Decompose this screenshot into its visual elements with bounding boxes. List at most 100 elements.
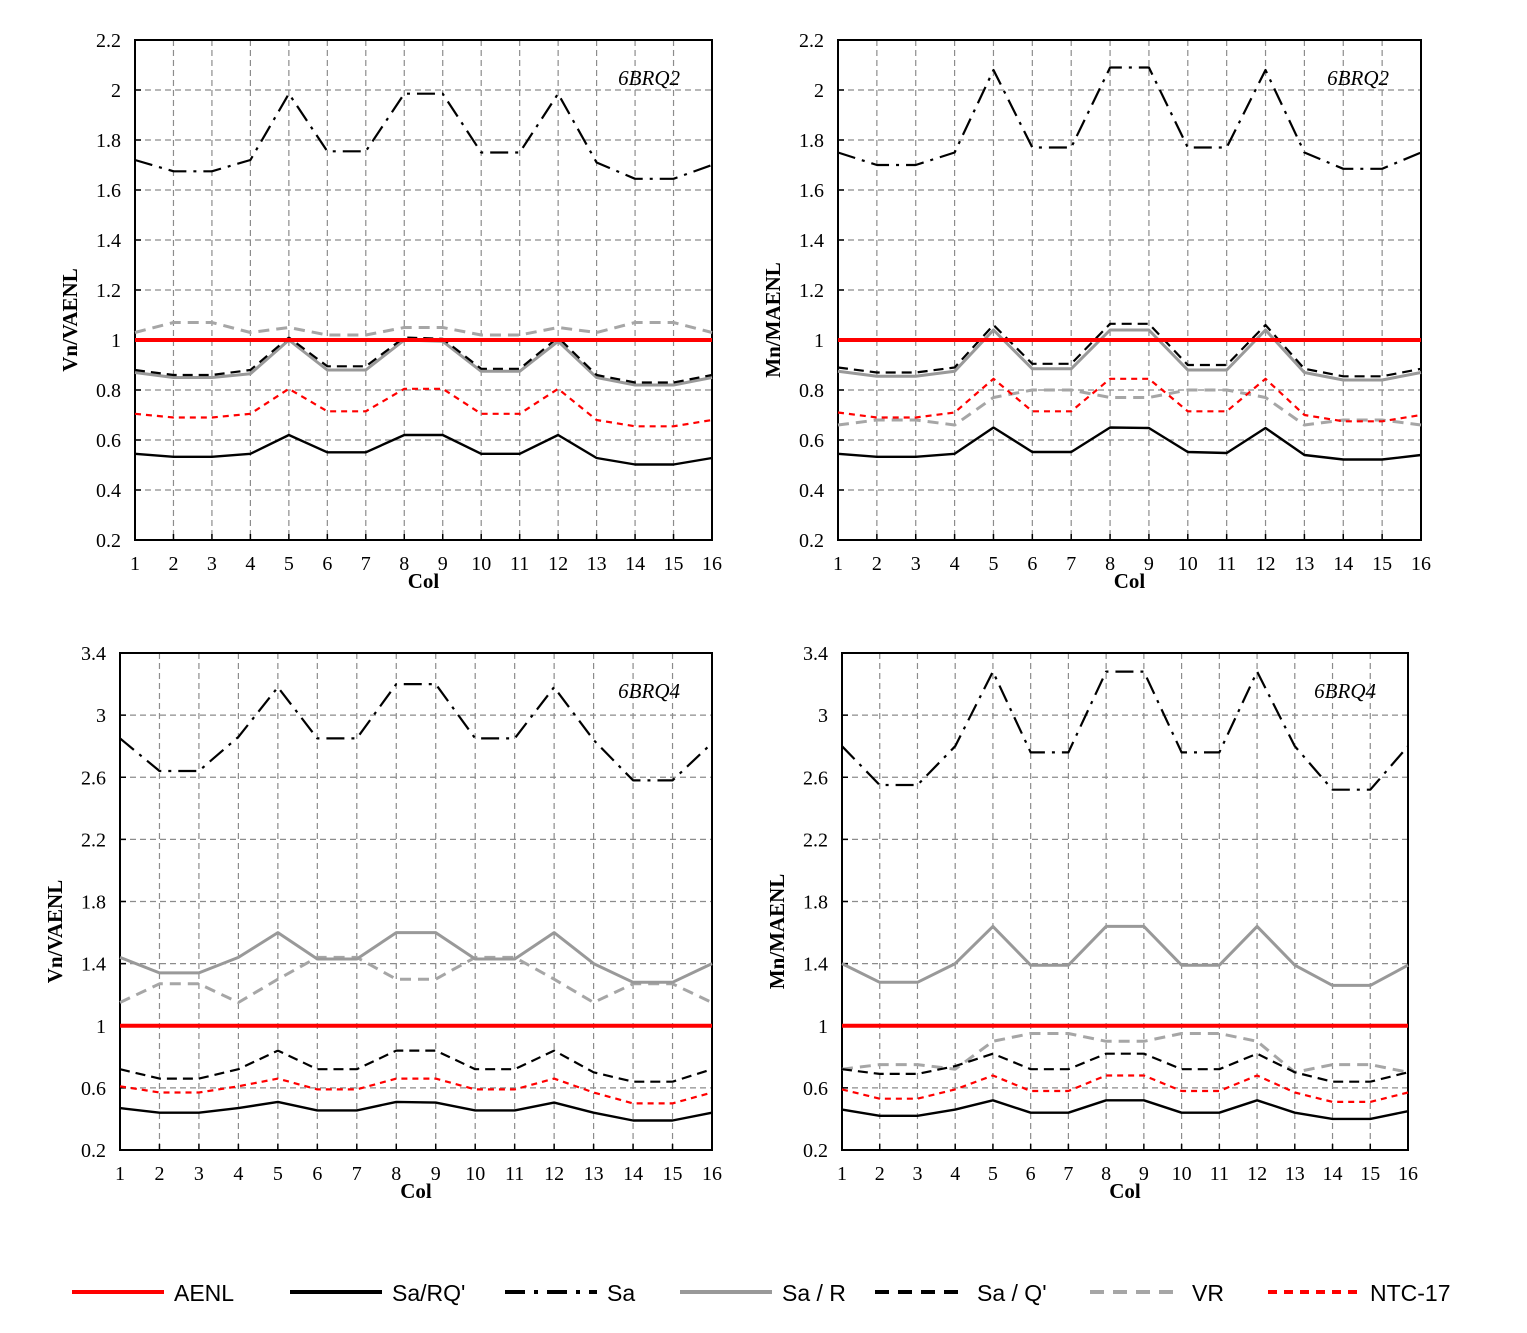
series-line-sa-r	[134, 338, 713, 387]
x-tick-label: 14	[623, 1163, 643, 1185]
series-line-sa	[837, 66, 1422, 170]
y-tick-label: 0.6	[799, 430, 824, 452]
series-line-sa-r	[119, 931, 713, 984]
chart-panel-4: 1 2 3 4 5 6 7 8 9 10 11 12 13 14 15 160.20.611.41.82.22…	[765, 643, 1418, 1203]
x-tick-label: 6	[322, 553, 332, 575]
x-tick-label: 16	[1398, 1163, 1418, 1185]
legend-item-sa-r: Sa / R	[680, 1280, 846, 1306]
series-line-vr	[134, 321, 713, 337]
y-tick-label: 1	[96, 1016, 106, 1038]
y-tick-label: 2.6	[81, 767, 106, 789]
x-tick-label: 9	[431, 1163, 441, 1185]
y-tick-label: 3	[96, 705, 106, 727]
chart-panel-1: 1 2 3 4 5 6 7 8 9 10 11 12 13 14 15 160.20.40.60.811.21…	[58, 30, 722, 593]
y-tick-label: 1.8	[803, 892, 828, 914]
y-tick-label: 0.4	[799, 480, 824, 502]
y-tick-label: 2.2	[803, 829, 828, 851]
legend-item-sa-rq: Sa/RQ'	[290, 1280, 465, 1306]
y-tick-label: 1.8	[81, 892, 106, 914]
x-tick-label: 1	[130, 553, 140, 575]
y-tick-label: 1.2	[799, 280, 824, 302]
series-line-sa-r	[841, 924, 1409, 987]
x-axis-label: Col	[1109, 1179, 1141, 1203]
x-tick-label: 5	[988, 1163, 998, 1185]
y-tick-label: 1.4	[803, 954, 828, 976]
y-tick-label: 2	[814, 80, 824, 102]
x-tick-label: 3	[194, 1163, 204, 1185]
series-line-sa	[119, 682, 713, 782]
x-tick-label: 9	[1144, 553, 1154, 575]
x-tick-label: 1	[833, 553, 843, 575]
series-line-ntc-17	[837, 377, 1422, 423]
legend-label: Sa/RQ'	[392, 1280, 465, 1306]
series-line-sa-rq	[134, 433, 713, 466]
legend-label: AENL	[174, 1280, 234, 1306]
x-tick-label: 10	[465, 1163, 485, 1185]
x-tick-label: 15	[664, 553, 684, 575]
x-axis-label: Col	[1114, 569, 1146, 593]
x-axis-label: Col	[400, 1179, 432, 1203]
legend: AENL Sa/RQ' Sa Sa / R Sa / Q' VR NTC-17	[72, 1280, 1451, 1306]
x-tick-label: 4	[950, 1163, 960, 1185]
x-tick-label: 10	[1172, 1163, 1192, 1185]
legend-label: Sa / Q'	[977, 1280, 1047, 1306]
y-tick-label: 1	[818, 1016, 828, 1038]
x-tick-label: 14	[625, 553, 645, 575]
x-tick-label: 13	[1285, 1163, 1305, 1185]
y-tick-label: 0.6	[81, 1078, 106, 1100]
x-tick-label: 2	[154, 1163, 164, 1185]
charts-area: 1 2 3 4 5 6 7 8 9 10 11 12 13 14 15 160.20.40.60.811.21…	[43, 30, 1431, 1203]
y-axis-label: Mn/MAENL	[761, 262, 785, 378]
x-tick-label: 11	[510, 553, 529, 575]
y-tick-label: 1.6	[799, 180, 824, 202]
y-tick-label: 3.4	[81, 643, 106, 665]
x-tick-label: 9	[1139, 1163, 1149, 1185]
x-tick-label: 7	[1063, 1163, 1073, 1185]
series-line-sa-rq	[837, 426, 1422, 461]
x-tick-label: 4	[233, 1163, 243, 1185]
x-tick-label: 13	[584, 1163, 604, 1185]
x-tick-label: 11	[1210, 1163, 1229, 1185]
x-tick-label: 15	[663, 1163, 683, 1185]
x-tick-label: 3	[911, 553, 921, 575]
x-tick-label: 12	[544, 1163, 564, 1185]
y-axis-label: Vn/VAENL	[58, 268, 82, 371]
series-line-ntc-17	[134, 387, 713, 428]
legend-item-sa: Sa	[505, 1280, 635, 1306]
y-tick-label: 1.2	[96, 280, 121, 302]
series-line-sa-q	[841, 1052, 1409, 1083]
x-tick-label: 8	[391, 1163, 401, 1185]
y-tick-label: 1.4	[81, 954, 106, 976]
legend-item-vr: VR	[1090, 1280, 1224, 1306]
chart-panel-3: 1 2 3 4 5 6 7 8 9 10 11 12 13 14 15 160.20.611.41.82.22…	[43, 643, 722, 1203]
x-tick-label: 6	[1026, 1163, 1036, 1185]
legend-label: Sa	[607, 1280, 635, 1306]
y-tick-label: 1.6	[96, 180, 121, 202]
y-tick-label: 0.6	[96, 430, 121, 452]
y-tick-label: 3	[818, 705, 828, 727]
y-tick-label: 2.2	[81, 829, 106, 851]
x-tick-label: 11	[1217, 553, 1236, 575]
y-tick-label: 3.4	[803, 643, 828, 665]
legend-label: VR	[1192, 1280, 1224, 1306]
legend-item-sa-q: Sa / Q'	[875, 1280, 1047, 1306]
x-tick-label: 9	[438, 553, 448, 575]
y-tick-label: 2.6	[803, 767, 828, 789]
series-line-sa	[841, 670, 1409, 791]
y-tick-label: 2.2	[96, 30, 121, 52]
x-tick-label: 10	[1178, 553, 1198, 575]
series-line-sa-rq	[841, 1099, 1409, 1121]
x-tick-label: 12	[1247, 1163, 1267, 1185]
y-tick-label: 0.6	[803, 1078, 828, 1100]
x-tick-label: 15	[1372, 553, 1392, 575]
chart-annotation: 6BRQ2	[618, 66, 680, 90]
y-tick-label: 2.2	[799, 30, 824, 52]
x-tick-label: 5	[284, 553, 294, 575]
chart-annotation: 6BRQ4	[618, 679, 680, 703]
series-line-vr	[837, 388, 1422, 427]
legend-item-aenl: AENL	[72, 1280, 234, 1306]
y-tick-label: 0.2	[803, 1140, 828, 1162]
y-tick-label: 0.2	[96, 530, 121, 552]
x-tick-label: 13	[1294, 553, 1314, 575]
x-tick-label: 11	[505, 1163, 524, 1185]
